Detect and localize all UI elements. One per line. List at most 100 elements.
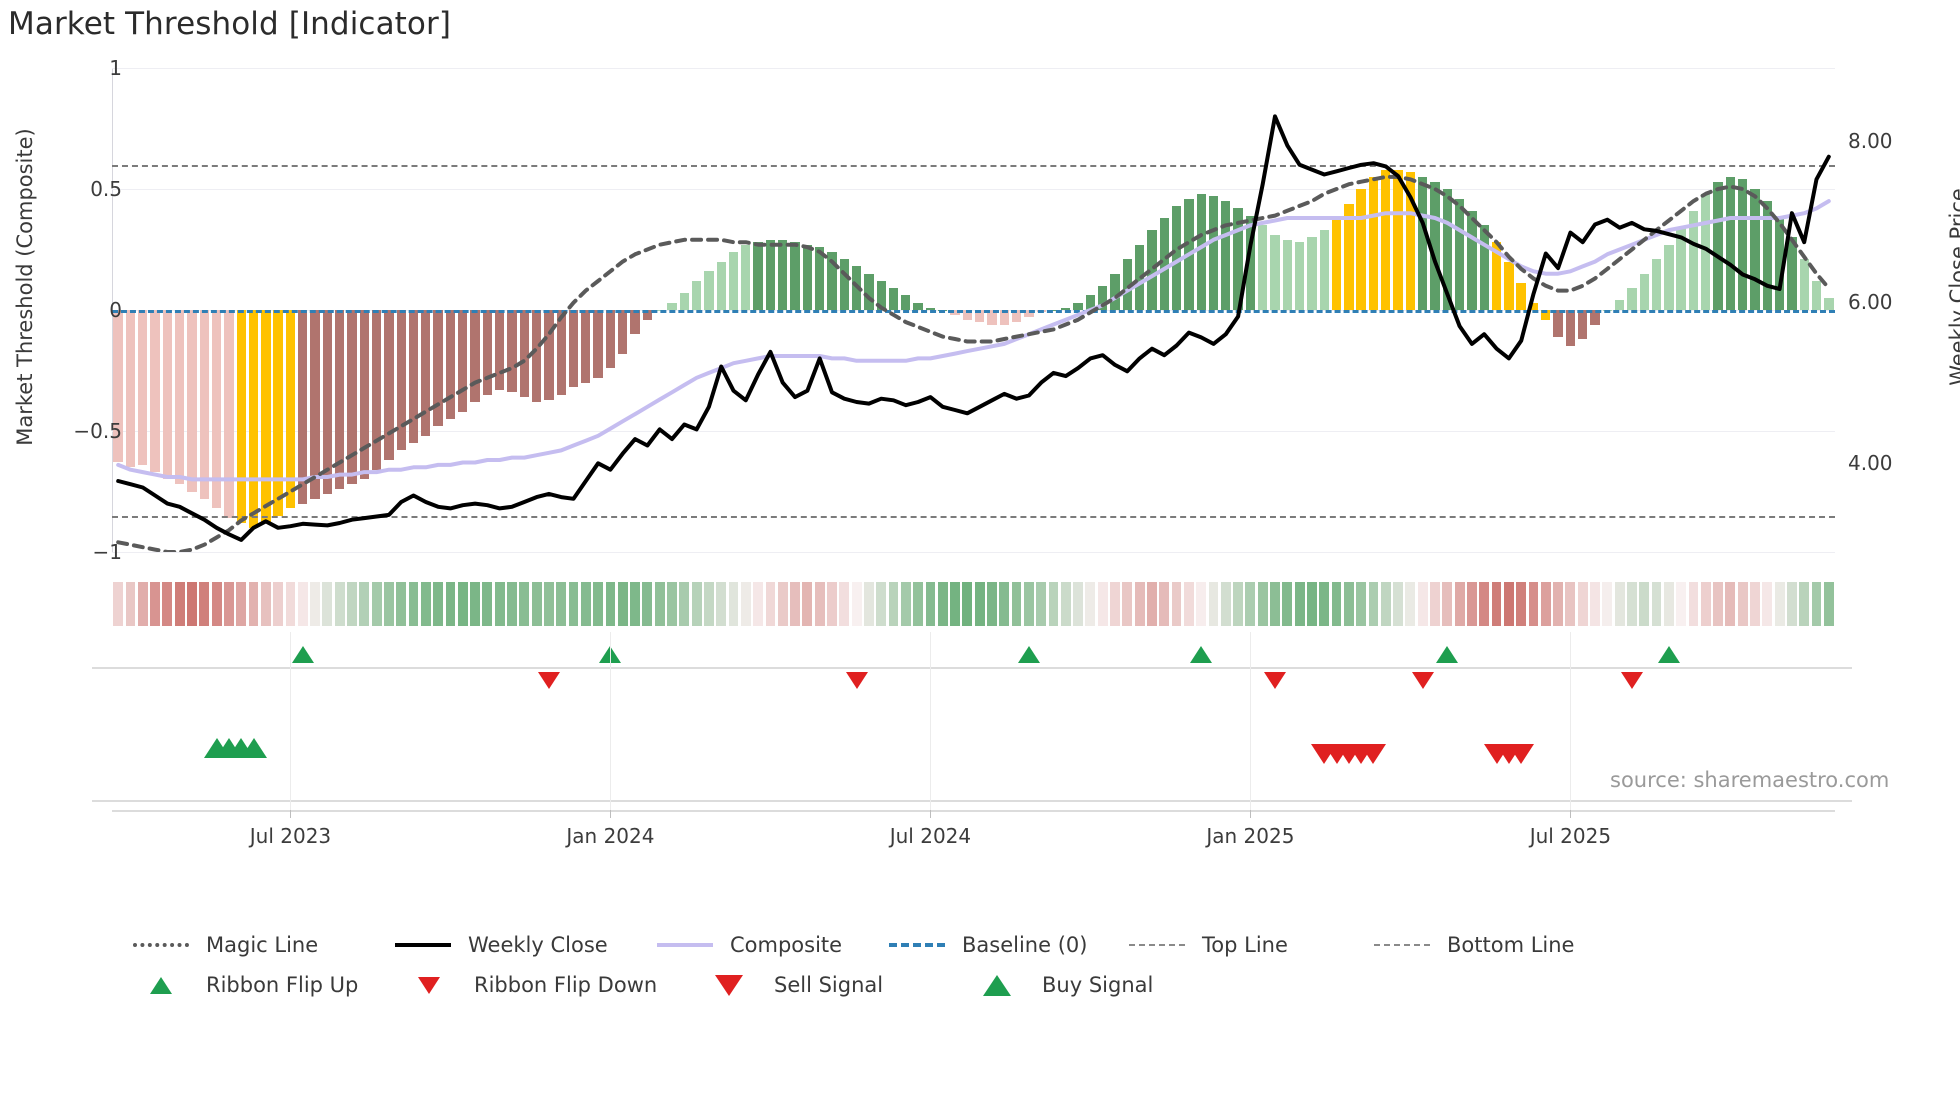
legend-item-buy-signal[interactable]: Buy Signal [966, 973, 1206, 997]
legend-item-magic-line[interactable]: Magic Line [130, 933, 392, 957]
legend-item-bottom-line[interactable]: Bottom Line [1371, 933, 1611, 957]
histogram-bar [1122, 259, 1132, 310]
legend-label: Magic Line [206, 933, 319, 957]
ribbon-cell [285, 582, 296, 626]
ribbon-cell [1676, 582, 1687, 626]
ribbon-cell [1713, 582, 1723, 626]
panel-vertical-tick [290, 700, 292, 810]
legend-label: Weekly Close [468, 933, 608, 957]
ribbon-cell [1060, 582, 1071, 626]
ribbon-flip-down-marker [845, 672, 868, 689]
histogram-bar [1701, 193, 1711, 310]
ribbon-cell [987, 582, 997, 626]
x-axis-tick-label: Jan 2024 [566, 824, 655, 848]
legend-item-ribbon-flip-up[interactable]: Ribbon Flip Up [130, 973, 398, 997]
histogram-bar [531, 310, 542, 402]
ribbon-cell [863, 582, 874, 626]
ribbon-flip-up-marker [291, 646, 314, 663]
x-axis-tick-label: Jan 2025 [1206, 824, 1295, 848]
x-axis-tick-mark [1250, 810, 1252, 818]
ribbon-cell [199, 582, 210, 626]
ribbon-cell [1442, 582, 1453, 626]
ribbon-cell [1036, 582, 1047, 626]
histogram-bar [1024, 310, 1034, 318]
histogram-bar [1479, 225, 1489, 310]
histogram-bar [691, 280, 702, 310]
ribbon-cell [470, 582, 480, 626]
ribbon-cell [937, 582, 948, 626]
ribbon-cell [1319, 582, 1330, 626]
ribbon-cell [1011, 582, 1022, 626]
ribbon-cell [1147, 582, 1157, 626]
legend-marker-dashed-gray-icon [1129, 944, 1185, 946]
flip-panel-baseline [92, 667, 1852, 669]
ribbon-cell [605, 582, 616, 626]
ribbon-cell [1257, 582, 1268, 626]
ribbon-cell [174, 582, 185, 626]
histogram-bar [864, 273, 874, 310]
histogram-bar [1787, 237, 1797, 310]
histogram-bar [1614, 300, 1625, 310]
magic-line [116, 174, 1831, 552]
histogram-bar [1196, 193, 1206, 310]
ribbon-cell [1183, 582, 1194, 626]
legend-item-composite[interactable]: Composite [654, 933, 886, 957]
sell-signal-marker [1508, 744, 1535, 764]
histogram-bar [1504, 261, 1514, 310]
gridline [112, 189, 1835, 190]
histogram-bar [1011, 310, 1022, 323]
histogram-bar [175, 310, 185, 485]
ribbon-cell [790, 582, 800, 626]
panel-vertical-tick [290, 632, 292, 702]
legend-item-top-line[interactable]: Top Line [1126, 933, 1371, 957]
ribbon-flip-panel [92, 632, 1852, 702]
histogram-bar [470, 310, 480, 402]
histogram-bar [1639, 273, 1649, 310]
ribbon-cell [162, 582, 173, 626]
ribbon-cell [507, 582, 517, 626]
histogram-bar [187, 310, 197, 492]
weekly-close-line [116, 114, 1831, 542]
ribbon-cell [1356, 582, 1367, 626]
histogram-bar [1713, 181, 1723, 310]
ribbon-cell [211, 582, 222, 626]
histogram-bar [1073, 302, 1083, 310]
histogram-bar [298, 310, 308, 504]
ribbon-cell [1343, 582, 1354, 626]
ribbon-cell [851, 582, 862, 626]
ribbon-cell [765, 582, 776, 626]
ribbon-cell [568, 582, 579, 626]
ribbon-cell [113, 582, 124, 626]
histogram-bar [1467, 210, 1477, 310]
histogram-bar [605, 310, 616, 369]
legend-item-ribbon-flip-down[interactable]: Ribbon Flip Down [398, 973, 698, 997]
ribbon-flip-down-marker [537, 672, 560, 689]
ribbon-cell [593, 582, 604, 626]
ribbon-cell [531, 582, 542, 626]
legend-item-baseline-0[interactable]: Baseline (0) [886, 933, 1126, 957]
ribbon-cell [433, 582, 444, 626]
histogram-bar [790, 242, 800, 310]
legend-item-sell-signal[interactable]: Sell Signal [698, 973, 966, 997]
legend-label: Baseline (0) [962, 933, 1088, 957]
ribbon-cell [519, 582, 530, 626]
histogram-bar [1664, 244, 1674, 310]
histogram-bar [371, 310, 382, 470]
legend-swatch-icon [654, 934, 716, 956]
histogram-bar [1405, 172, 1416, 310]
ribbon-cell [876, 582, 887, 626]
histogram-bar [716, 261, 726, 310]
legend-label: Composite [730, 933, 843, 957]
legend-item-weekly-close[interactable]: Weekly Close [392, 933, 654, 957]
ribbon-cell [888, 582, 899, 626]
legend-marker-tri-down-icon [418, 976, 440, 994]
histogram-bar [1651, 259, 1662, 310]
histogram-bar [1221, 201, 1231, 310]
ribbon-cell [753, 582, 764, 626]
ribbon-cell [667, 582, 677, 626]
histogram-bar [1418, 176, 1428, 310]
histogram-bar [1085, 295, 1096, 310]
lines-layer [112, 68, 1835, 552]
ribbon-cell [1368, 582, 1379, 626]
histogram-bar [1528, 302, 1539, 310]
